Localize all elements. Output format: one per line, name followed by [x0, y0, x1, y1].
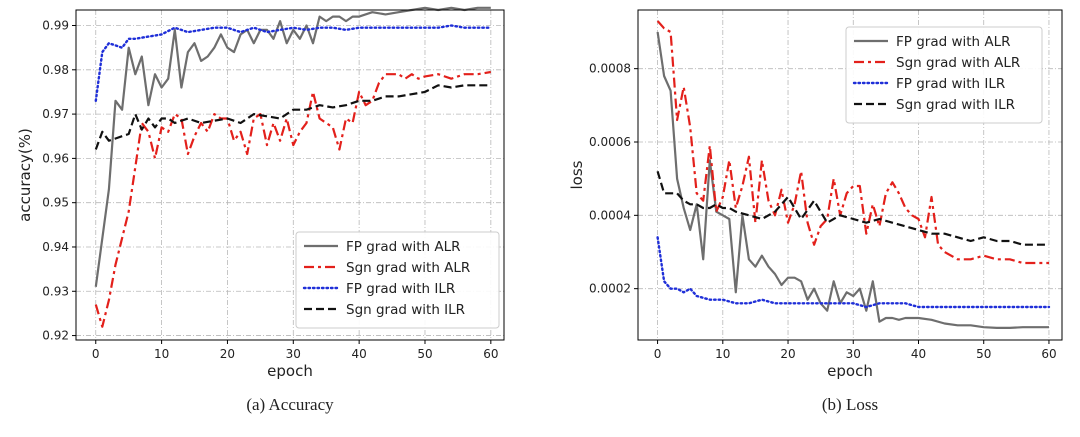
figure-caption: (b) Loss [822, 395, 878, 414]
x-tick-label: 0 [92, 347, 100, 361]
series-line-fp-grad-with-ilr [94, 24, 492, 103]
y-tick-label: 0.93 [42, 284, 69, 298]
legend-box [845, 26, 1043, 124]
x-tick-label: 10 [154, 347, 169, 361]
figure-caption: (a) Accuracy [246, 395, 334, 414]
legend-label: Sgn grad with ILR [896, 97, 1015, 113]
legend-label: FP grad with ALR [896, 34, 1011, 50]
grid [76, 10, 504, 340]
series-group [656, 20, 1051, 329]
x-tick-label: 0 [654, 347, 662, 361]
legend: FP grad with ALR Sgn grad with ALR FP grad… [845, 26, 1043, 124]
legend-label: FP grad with ALR [346, 239, 461, 255]
x-tick-label: 30 [846, 347, 861, 361]
series-group [94, 6, 492, 328]
y-tick-label: 0.94 [42, 240, 69, 254]
legend-label: Sgn grad with ILR [346, 302, 465, 318]
series-line-fp-grad-with-ilr [656, 236, 1051, 309]
y-tick-label: 0.92 [42, 329, 69, 343]
legend-label: FP grad with ILR [346, 281, 455, 297]
y-tick-label: 0.0006 [589, 135, 631, 149]
plot-frame [75, 9, 505, 341]
series-line-sgn-grad-with-alr [656, 20, 1049, 265]
legend: FP grad with ALR Sgn grad with ALR FP grad… [295, 231, 500, 329]
y-tick-label: 0.96 [42, 151, 69, 165]
x-tick-label: 40 [351, 347, 366, 361]
x-tick-label: 30 [286, 347, 301, 361]
series-line-sgn-grad-with-ilr [94, 84, 491, 150]
y-axis-label: loss [568, 160, 586, 189]
y-axis-label: accuracy(%) [16, 128, 34, 222]
x-axis-label: epoch [267, 362, 313, 380]
plot-frame [637, 9, 1063, 341]
x-tick-label: 40 [911, 347, 926, 361]
y-tick-label: 0.0002 [589, 282, 631, 296]
legend-box [295, 231, 500, 329]
y-tick-label: 0.98 [42, 63, 69, 77]
legend-label: Sgn grad with ALR [346, 260, 470, 276]
x-tick-label: 60 [483, 347, 498, 361]
series-line-sgn-grad-with-alr [94, 70, 491, 328]
x-tick-label: 60 [1041, 347, 1056, 361]
x-tick-label: 50 [417, 347, 432, 361]
x-tick-label: 50 [976, 347, 991, 361]
legend-label: FP grad with ILR [896, 76, 1005, 92]
legend-label: Sgn grad with ALR [896, 55, 1020, 71]
series-line-sgn-grad-with-ilr [656, 170, 1049, 246]
y-tick-label: 0.95 [42, 196, 69, 210]
x-tick-label: 20 [220, 347, 235, 361]
y-tick-label: 0.0008 [589, 62, 631, 76]
x-tick-label: 10 [715, 347, 730, 361]
x-tick-label: 20 [780, 347, 795, 361]
y-tick-label: 0.99 [42, 19, 69, 33]
chart-accuracy: 0 10 20 30 40 50 60 0.92 0.93 0.94 0.95 0.96 0.97 0.9… [16, 6, 505, 414]
x-axis-label: epoch [827, 362, 873, 380]
chart-loss: 0 10 20 30 40 50 60 0.0002 0.0004 0.0006 0.0008 epo… [568, 9, 1063, 414]
y-tick-label: 0.97 [42, 107, 69, 121]
y-tick-label: 0.0004 [589, 208, 631, 222]
